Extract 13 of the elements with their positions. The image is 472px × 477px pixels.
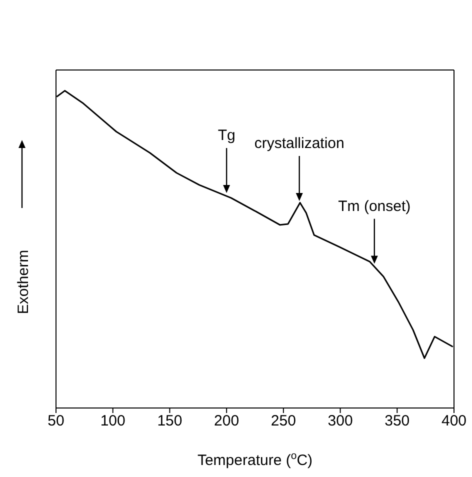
annotation: Tm (onset) [338, 198, 411, 215]
x-tick-label: 300 [328, 412, 353, 430]
x-tick-label: 100 [100, 412, 126, 430]
y-axis-title: Exotherm [15, 250, 32, 314]
x-tick-label: 50 [48, 412, 64, 430]
x-tick-label: 200 [214, 412, 240, 430]
annotation: crystallization [254, 134, 344, 152]
annotation: Tg [218, 127, 236, 144]
x-tick-label: 250 [270, 412, 296, 430]
x-tick-label: 350 [384, 412, 410, 430]
x-tick-label: 400 [441, 412, 467, 430]
x-tick-label: 150 [157, 412, 182, 430]
x-axis-title: Temperature ($^{o}$C) [197, 450, 313, 469]
